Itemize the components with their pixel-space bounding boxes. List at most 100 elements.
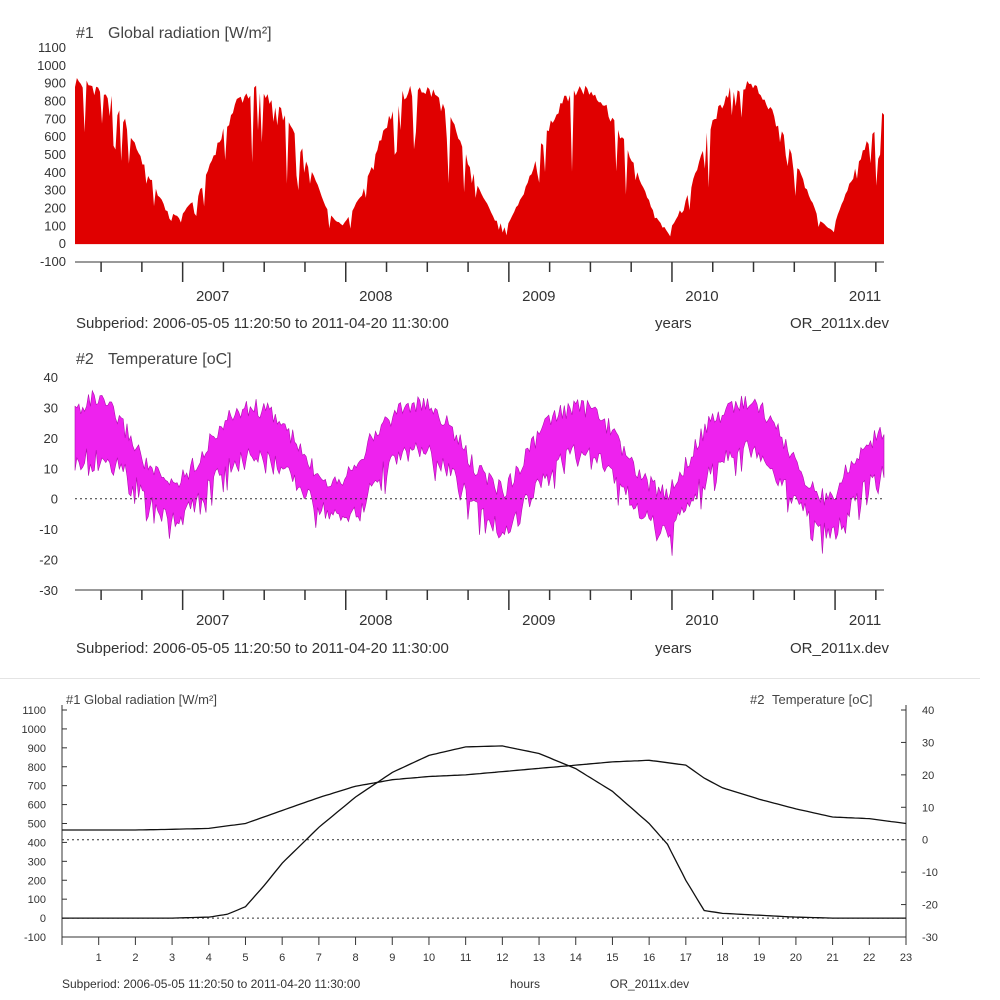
- chart2-year-label: 2008: [359, 612, 392, 629]
- chart1-xlabel: years: [655, 315, 692, 332]
- chart1-y-tick-label: 600: [44, 129, 66, 144]
- section-divider: [0, 678, 980, 679]
- chart1-subtitle: Subperiod: 2006-05-05 11:20:50 to 2011-0…: [76, 315, 449, 332]
- global-radiation-chart: -100 0 100 200 300 400 500 600 700 800 900 1000 1100…: [37, 25, 889, 332]
- chart3-x-tick-label: 1: [96, 952, 102, 964]
- chart1-y-tick-label: 1100: [38, 40, 66, 55]
- chart3-right-tick-label: 0: [922, 835, 928, 847]
- chart3-x-tick-label: 19: [753, 952, 765, 964]
- chart3-radiation-line: [62, 745, 906, 919]
- chart1-year-label: 2008: [359, 288, 392, 305]
- chart2-y-tick-label: 10: [44, 461, 58, 476]
- chart2-subtitle: Subperiod: 2006-05-05 11:20:50 to 2011-0…: [76, 640, 449, 657]
- chart1-y-tick-label: 1000: [37, 58, 66, 73]
- chart3-right-tick-label: 30: [922, 737, 934, 749]
- chart3-x-tick-label: 16: [643, 952, 655, 964]
- chart3-x-tick-label: 6: [279, 952, 285, 964]
- temperature-chart: -30 -20 -10 0 10 20 30 40 2007 2008 2009 2010 2011 #…: [39, 351, 889, 657]
- chart3-left-tick-label: 0: [40, 913, 46, 925]
- chart3-left-tick-label: 1000: [22, 724, 46, 736]
- chart1-y-tick-label: -100: [40, 254, 66, 269]
- chart1-y-tick-label: 700: [44, 111, 66, 126]
- chart1-y-tick-label: 200: [44, 201, 66, 216]
- chart3-right-title: Temperature [oC]: [772, 692, 872, 707]
- chart2-year-label: 2009: [522, 612, 555, 629]
- chart3-right-tick-label: -20: [922, 900, 938, 912]
- chart2-year-label: 2010: [685, 612, 718, 629]
- chart2-xlabel: years: [655, 640, 692, 657]
- chart3-subtitle: Subperiod: 2006-05-05 11:20:50 to 2011-0…: [62, 977, 361, 991]
- chart3-x-tick-label: 10: [423, 952, 435, 964]
- chart3-x-tick-label: 2: [132, 952, 138, 964]
- chart3-x-tick-label: 12: [496, 952, 508, 964]
- chart3-x-tick-label: 15: [606, 952, 618, 964]
- chart3-x-tick-label: 9: [389, 952, 395, 964]
- chart3-left-tick-label: 300: [28, 856, 46, 868]
- chart1-y-tick-label: 0: [59, 236, 66, 251]
- chart2-index-label: #2: [76, 351, 94, 368]
- chart2-grid-layer: -30 -20 -10 0 10 20 30 40 2007 2008 2009 2010 2011: [39, 370, 884, 629]
- chart1-year-label: 2009: [522, 288, 555, 305]
- chart2-file-label: OR_2011x.dev: [790, 640, 889, 657]
- chart3-left-title: Global radiation [W/m²]: [84, 692, 217, 707]
- chart3-right-tick-label: 20: [922, 770, 934, 782]
- chart2-year-label: 2007: [196, 612, 229, 629]
- chart3-right-tick-label: -30: [922, 932, 938, 944]
- chart1-index-label: #1: [76, 25, 94, 42]
- chart3-left-tick-label: 800: [28, 762, 46, 774]
- chart3-xlabel: hours: [510, 977, 540, 991]
- chart1-y-tick-label: 500: [44, 147, 66, 162]
- chart3-left-tick-label: 400: [28, 837, 46, 849]
- chart3-x-tick-label: 8: [353, 952, 359, 964]
- chart1-radiation-area: [75, 78, 884, 245]
- chart3-left-tick-label: 200: [28, 875, 46, 887]
- chart1-y-tick-label: 300: [44, 183, 66, 198]
- chart2-temperature-band: [74, 389, 885, 556]
- chart1-y-tick-label: 900: [44, 76, 66, 91]
- chart3-left-tick-label: -100: [24, 932, 46, 944]
- chart3-x-tick-label: 17: [680, 952, 692, 964]
- chart2-y-tick-label: 40: [44, 370, 58, 385]
- chart2-y-tick-label: 30: [44, 400, 58, 415]
- chart1-file-label: OR_2011x.dev: [790, 315, 889, 332]
- chart3-x-tick-label: 21: [826, 952, 838, 964]
- chart2-y-tick-label: -10: [39, 522, 58, 537]
- chart3-x-tick-label: 7: [316, 952, 322, 964]
- chart2-title: Temperature [oC]: [108, 351, 232, 368]
- chart3-x-tick-label: 20: [790, 952, 802, 964]
- chart2-y-tick-label: -30: [39, 583, 58, 598]
- chart3-x-tick-label: 14: [570, 952, 582, 964]
- daily-profile-chart: -100010020030040050060070080090010001100…: [22, 692, 938, 991]
- chart1-y-tick-label: 800: [44, 94, 66, 109]
- chart3-file-label: OR_2011x.dev: [610, 977, 689, 991]
- chart3-x-tick-label: 23: [900, 952, 912, 964]
- chart2-year-label: 2011: [849, 612, 881, 629]
- chart3-left-tick-label: 1100: [22, 705, 46, 717]
- chart1-y-tick-label: 400: [44, 165, 66, 180]
- chart3-x-tick-label: 13: [533, 952, 545, 964]
- chart3-left-tick-label: 700: [28, 781, 46, 793]
- chart1-year-label: 2007: [196, 288, 229, 305]
- chart3-grid-layer: -100010020030040050060070080090010001100…: [22, 705, 938, 964]
- chart3-left-index-label: #1: [66, 692, 80, 707]
- chart1-grid-layer: -100 0 100 200 300 400 500 600 700 800 900 1000 1100…: [37, 40, 884, 305]
- chart3-left-tick-label: 900: [28, 743, 46, 755]
- chart3-x-tick-label: 5: [242, 952, 248, 964]
- chart1-year-label: 2011: [849, 288, 881, 305]
- chart1-year-label: 2010: [685, 288, 718, 305]
- chart3-x-tick-label: 4: [206, 952, 212, 964]
- chart2-y-tick-label: 0: [51, 492, 58, 507]
- chart3-x-tick-label: 3: [169, 952, 175, 964]
- chart3-x-tick-label: 11: [460, 952, 471, 964]
- chart3-right-tick-label: 10: [922, 802, 934, 814]
- chart3-right-index-label: #2: [750, 692, 764, 707]
- chart2-y-tick-label: -20: [39, 553, 58, 568]
- chart1-y-tick-label: 100: [44, 218, 66, 233]
- chart1-title: Global radiation [W/m²]: [108, 25, 272, 42]
- chart3-left-tick-label: 100: [28, 894, 46, 906]
- chart3-x-tick-label: 22: [863, 952, 875, 964]
- chart3-right-tick-label: 40: [922, 705, 934, 717]
- chart3-x-tick-label: 18: [716, 952, 728, 964]
- chart3-left-tick-label: 600: [28, 800, 46, 812]
- chart3-temperature-line: [62, 759, 907, 831]
